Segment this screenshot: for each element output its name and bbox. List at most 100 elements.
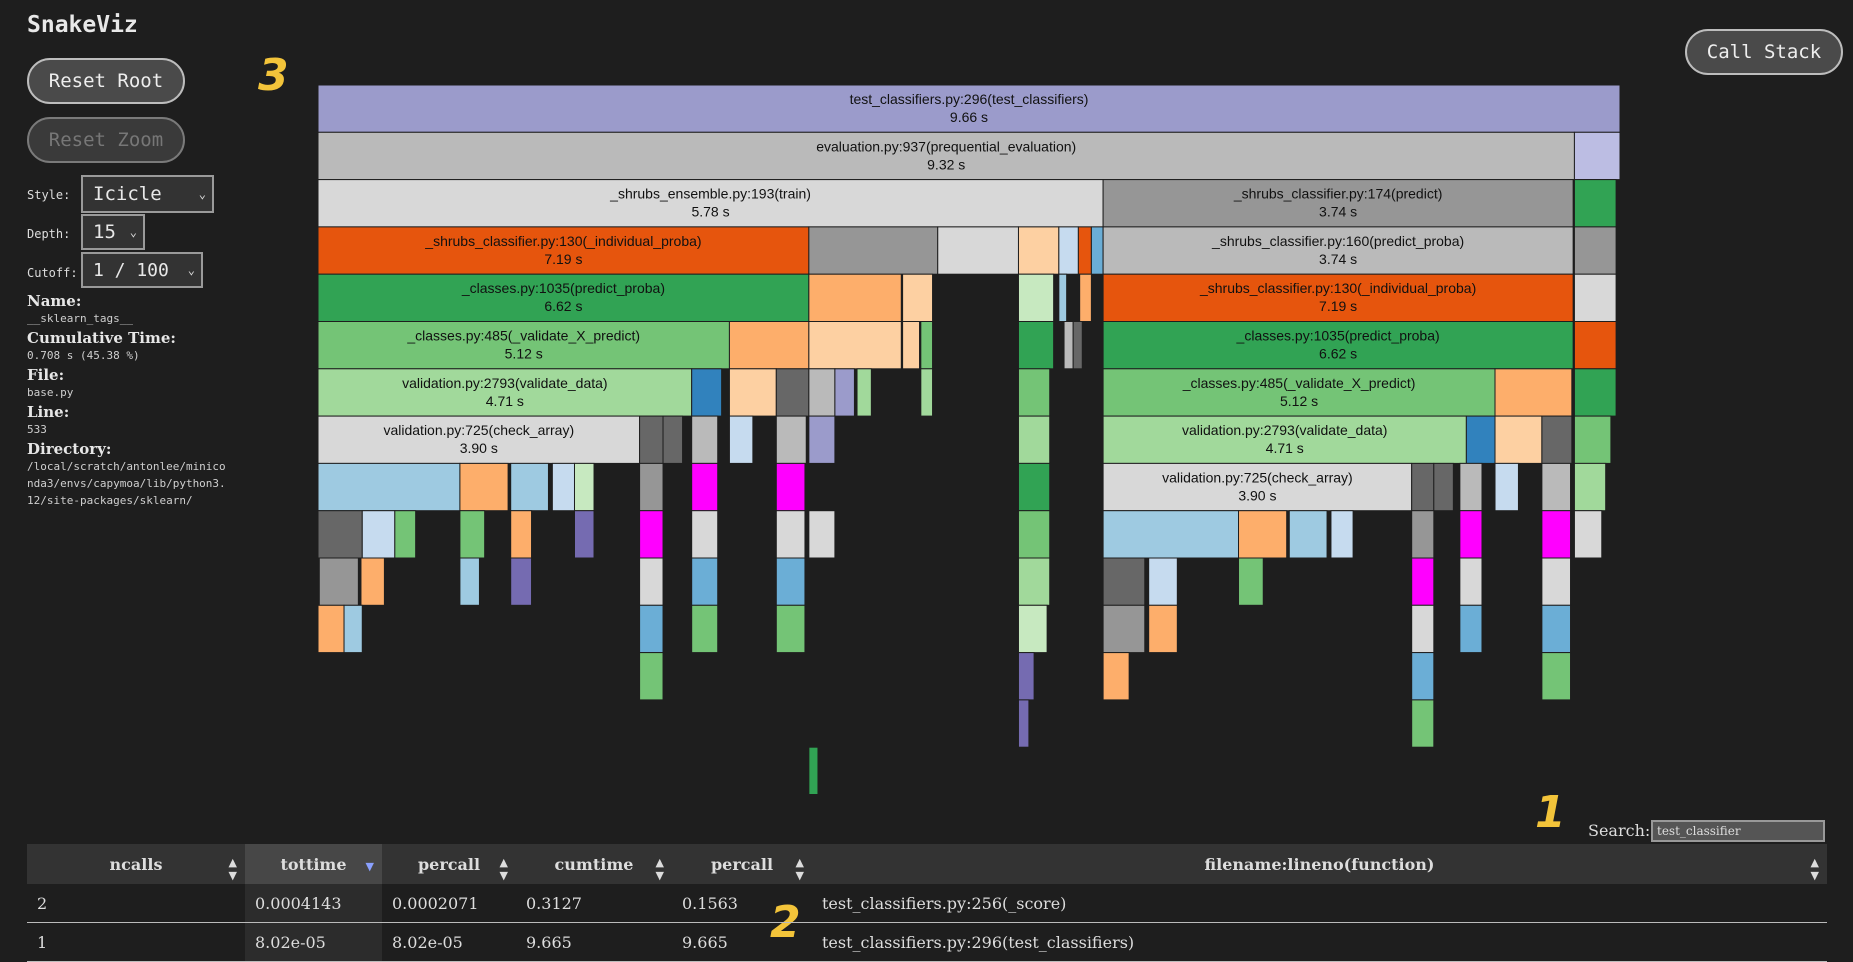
icicle-block[interactable] <box>1017 368 1051 417</box>
call-stack-button[interactable]: Call Stack <box>1685 29 1843 75</box>
icicle-block[interactable] <box>1017 604 1048 654</box>
icicle-block[interactable] <box>808 226 939 275</box>
icicle-block[interactable] <box>1017 699 1030 748</box>
icicle-block[interactable] <box>639 415 664 464</box>
icicle-block[interactable] <box>318 510 363 559</box>
icicle-block[interactable] <box>318 273 810 322</box>
icicle-block[interactable] <box>1238 557 1264 606</box>
icicle-block[interactable] <box>510 462 549 512</box>
icicle-block[interactable] <box>318 85 1620 133</box>
icicle-block[interactable] <box>1494 462 1519 512</box>
icicle-block[interactable] <box>639 604 664 654</box>
icicle-block[interactable] <box>1459 462 1483 512</box>
icicle-block[interactable] <box>775 415 807 464</box>
icicle-block[interactable] <box>1411 510 1435 559</box>
icicle-block[interactable] <box>1411 462 1435 512</box>
icicle-block[interactable] <box>1411 604 1435 654</box>
icicle-block[interactable] <box>318 557 359 606</box>
icicle-block[interactable] <box>360 557 385 606</box>
icicle-block[interactable] <box>775 557 806 606</box>
icicle-block[interactable] <box>1102 273 1574 322</box>
icicle-block[interactable] <box>459 462 509 512</box>
icicle-block[interactable] <box>1573 415 1612 464</box>
icicle-block[interactable] <box>1573 131 1620 181</box>
icicle-block[interactable] <box>1288 510 1328 559</box>
icicle-block[interactable] <box>691 415 719 464</box>
icicle-block[interactable] <box>1573 226 1617 275</box>
icicle-block[interactable] <box>343 604 363 654</box>
icicle-block[interactable] <box>775 368 810 417</box>
column-header-percall[interactable]: percall ▲ ▼ <box>382 844 516 884</box>
icicle-block[interactable] <box>639 652 664 701</box>
icicle-block[interactable] <box>834 368 855 417</box>
icicle-block[interactable] <box>1541 510 1572 559</box>
column-header-function[interactable]: filename:lineno(function) ▲ ▼ <box>812 844 1827 884</box>
icicle-block[interactable] <box>1411 557 1435 606</box>
icicle-block[interactable] <box>1102 368 1496 417</box>
icicle-block[interactable] <box>856 368 872 417</box>
icicle-block[interactable] <box>1330 510 1354 559</box>
column-header-ncalls[interactable]: ncalls ▲ ▼ <box>27 844 245 884</box>
icicle-block[interactable] <box>1102 179 1574 228</box>
icicle-block[interactable] <box>937 226 1019 275</box>
icicle-block[interactable] <box>1433 462 1454 512</box>
icicle-block[interactable] <box>808 415 836 464</box>
icicle-block[interactable] <box>1573 179 1617 228</box>
icicle-block[interactable] <box>1541 604 1572 654</box>
icicle-block[interactable] <box>1079 273 1092 322</box>
icicle-block[interactable] <box>459 510 486 559</box>
icicle-block[interactable] <box>808 510 836 559</box>
icicle-block[interactable] <box>1411 699 1435 748</box>
icicle-block[interactable] <box>1017 510 1051 559</box>
icicle-block[interactable] <box>1102 321 1574 370</box>
icicle-block[interactable] <box>1102 604 1146 654</box>
icicle-block[interactable] <box>1238 510 1288 559</box>
icicle-block[interactable] <box>1102 462 1413 512</box>
icicle-block[interactable] <box>691 462 719 512</box>
icicle-block[interactable] <box>551 462 575 512</box>
icicle-block[interactable] <box>1148 557 1178 606</box>
icicle-block[interactable] <box>1459 557 1483 606</box>
icicle-block[interactable] <box>1077 226 1092 275</box>
icicle-block[interactable] <box>510 557 533 606</box>
icicle-block[interactable] <box>728 321 810 370</box>
icicle-block[interactable] <box>394 510 417 559</box>
icicle-block[interactable] <box>639 557 664 606</box>
icicle-block[interactable] <box>318 415 641 464</box>
icicle-block[interactable] <box>1573 462 1607 512</box>
icicle-block[interactable] <box>1541 557 1572 606</box>
icicle-block[interactable] <box>1465 415 1496 464</box>
icicle-block[interactable] <box>691 604 719 654</box>
icicle-block[interactable] <box>808 368 836 417</box>
reset-root-button[interactable]: Reset Root <box>27 58 185 104</box>
icicle-block[interactable] <box>1017 321 1055 370</box>
icicle-block[interactable] <box>1058 226 1079 275</box>
icicle-block[interactable] <box>1017 273 1055 322</box>
style-select[interactable]: Icicle ⌄ <box>81 175 214 213</box>
icicle-block[interactable] <box>1090 226 1104 275</box>
icicle-block[interactable] <box>1494 415 1543 464</box>
cutoff-select[interactable]: 1 / 100 ⌄ <box>81 252 203 288</box>
icicle-block[interactable] <box>1017 462 1051 512</box>
icicle-block[interactable] <box>1459 510 1483 559</box>
icicle-block[interactable] <box>1541 652 1572 701</box>
icicle-block[interactable] <box>1148 604 1178 654</box>
icicle-block[interactable] <box>318 179 1104 228</box>
icicle-block[interactable] <box>459 557 480 606</box>
icicle-block[interactable] <box>573 462 595 512</box>
icicle-block[interactable] <box>808 273 902 322</box>
icicle-block[interactable] <box>691 557 719 606</box>
icicle-block[interactable] <box>1017 415 1051 464</box>
icicle-block[interactable] <box>902 321 921 370</box>
column-header-tottime[interactable]: tottime ▼ <box>245 844 382 884</box>
icicle-block[interactable] <box>1573 273 1617 322</box>
icicle-block[interactable] <box>1063 321 1074 370</box>
icicle-block[interactable] <box>318 462 461 512</box>
icicle-block[interactable] <box>1017 226 1060 275</box>
icicle-block[interactable] <box>691 368 723 417</box>
table-row[interactable]: 2 0.0004143 0.0002071 0.3127 0.1563 test… <box>27 884 1827 923</box>
search-input[interactable] <box>1651 820 1825 842</box>
icicle-block[interactable] <box>318 321 730 370</box>
icicle-block[interactable] <box>728 368 777 417</box>
icicle-block[interactable] <box>318 604 345 654</box>
